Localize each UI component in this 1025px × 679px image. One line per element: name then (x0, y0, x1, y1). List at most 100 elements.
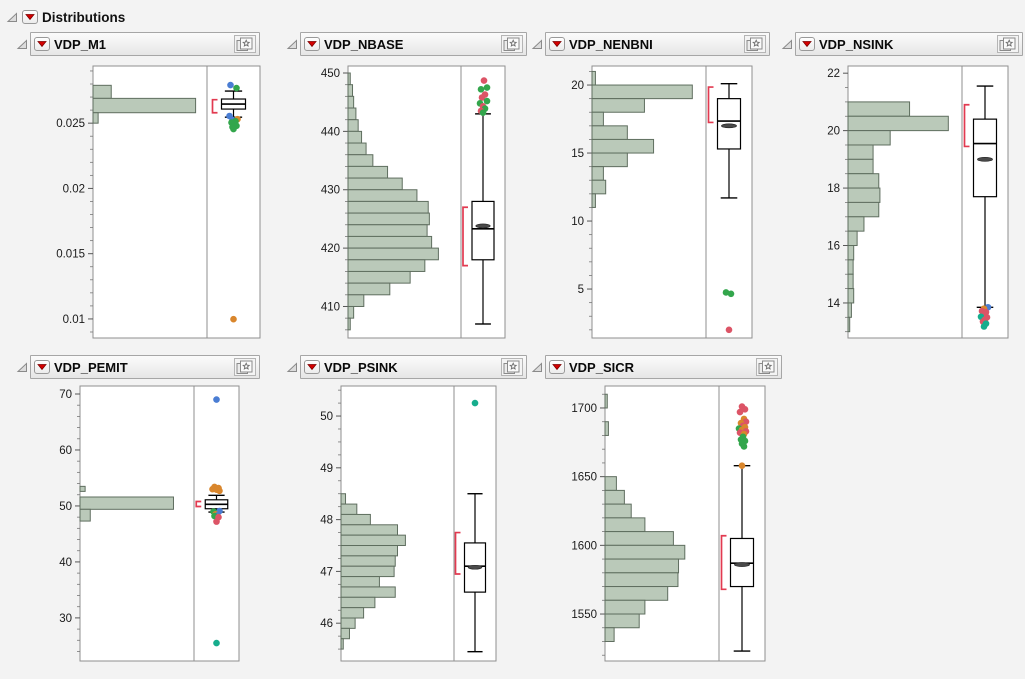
histogram-bar (347, 107, 357, 121)
disclosure-triangle-icon[interactable] (531, 360, 543, 378)
bookmark-star-icon[interactable] (744, 35, 766, 53)
disclosure-triangle-icon[interactable] (16, 37, 28, 55)
disclosure-triangle-icon[interactable] (16, 360, 28, 378)
panel-titlebar: VDP_NSINK (795, 32, 1023, 56)
page-title: Distributions (42, 9, 126, 25)
outlier-boxplot[interactable] (963, 85, 998, 308)
red-triangle-menu-icon[interactable] (304, 37, 320, 51)
histogram-bar (347, 154, 374, 167)
outlier-point (477, 86, 485, 93)
bookmark-star-icon[interactable] (997, 35, 1019, 53)
bookmark-star-icon[interactable] (756, 358, 778, 376)
histogram-bars[interactable] (92, 84, 197, 124)
histogram-bar (847, 173, 880, 189)
red-triangle-menu-icon[interactable] (34, 360, 50, 374)
histogram-bar (340, 607, 365, 619)
distribution-plot[interactable]: 450 440 430 420 410 (286, 56, 531, 356)
outlier-point (738, 462, 746, 469)
histogram-bar (847, 302, 852, 318)
histogram-bar (347, 119, 359, 132)
disclosure-triangle-icon[interactable] (781, 37, 793, 55)
axis-tick-label: 5 (578, 284, 584, 296)
histogram-bars[interactable] (591, 70, 693, 208)
red-triangle-menu-icon[interactable] (22, 10, 38, 24)
outlier-points[interactable] (977, 303, 992, 330)
outlier-boxplot[interactable] (462, 113, 495, 325)
distribution-plot[interactable]: 22 20 18 16 14 (781, 56, 1025, 356)
axis-tick-label: 1700 (571, 403, 597, 415)
axis-tick-label: 0.01 (63, 314, 85, 326)
distribution-plot[interactable]: 50 49 48 47 46 (286, 379, 531, 679)
histogram-bars[interactable] (847, 101, 949, 333)
distribution-plot[interactable]: 0.025 0.02 0.015 0.01 (16, 56, 264, 356)
axis-tick-label: 1600 (571, 540, 597, 552)
red-triangle-menu-icon[interactable] (34, 37, 50, 51)
histogram-bars[interactable] (604, 393, 686, 642)
outlier-point (741, 406, 749, 413)
red-triangle-menu-icon[interactable] (549, 360, 565, 374)
bookmark-star-icon[interactable] (234, 35, 256, 53)
outlier-boxplot[interactable] (454, 493, 487, 653)
panel-titlebar: VDP_PSINK (300, 355, 527, 379)
red-triangle-menu-icon[interactable] (799, 37, 815, 51)
outlier-point (980, 323, 988, 330)
bookmark-star-icon[interactable] (234, 358, 256, 376)
distribution-plot[interactable]: 70 60 50 40 30 (16, 379, 264, 679)
histogram-bar (847, 230, 858, 247)
red-triangle-menu-icon[interactable] (304, 360, 320, 374)
histogram-bars[interactable] (79, 485, 174, 522)
histogram-bar (847, 115, 949, 132)
distribution-plot[interactable]: 20 15 10 5 (531, 56, 774, 356)
outlier-points[interactable] (471, 399, 479, 407)
histogram-bar (591, 125, 628, 140)
histogram-bar (79, 485, 86, 492)
shortest-half-bracket (963, 103, 970, 148)
histogram-bar (340, 534, 406, 547)
outlier-points[interactable] (226, 81, 241, 323)
outlier-boxplot[interactable] (720, 464, 755, 652)
outlier-boxplot[interactable] (707, 82, 742, 199)
disclosure-triangle-icon[interactable] (6, 11, 18, 23)
outlier-points[interactable] (476, 77, 491, 116)
outlier-points[interactable] (722, 289, 735, 334)
histogram-bar (347, 165, 389, 179)
axis-tick-label: 40 (59, 557, 72, 569)
histogram-bar (347, 189, 418, 202)
distribution-panel: VDP_PEMIT 70 60 50 40 30 (16, 353, 260, 679)
axis-tick-label: 46 (320, 618, 333, 630)
histogram-bar (347, 212, 430, 226)
panel-title: VDP_M1 (54, 36, 107, 52)
disclosure-triangle-icon[interactable] (286, 360, 298, 378)
distribution-plot[interactable]: 1700 1650 1600 1550 (531, 379, 786, 679)
red-triangle-menu-icon[interactable] (549, 37, 565, 51)
bookmark-star-icon[interactable] (501, 358, 523, 376)
histogram-bar (591, 152, 628, 168)
histogram-bar (847, 144, 874, 160)
outlier-point (471, 399, 479, 407)
histogram-bar (604, 627, 615, 642)
outlier-points[interactable] (209, 396, 223, 647)
bookmark-star-icon[interactable] (501, 35, 523, 53)
disclosure-triangle-icon[interactable] (286, 37, 298, 55)
disclosure-triangle-icon[interactable] (531, 37, 543, 55)
histogram-bar (347, 130, 363, 144)
shortest-half-bracket (195, 500, 202, 508)
histogram-bar (847, 130, 891, 146)
outlier-points[interactable] (735, 403, 750, 469)
axis-tick-label: 30 (59, 613, 72, 625)
distribution-panel: VDP_NENBNI 20 15 10 5 (531, 30, 770, 356)
outlier-point (483, 97, 491, 105)
axis-tick-label: 1650 (571, 472, 597, 484)
histogram-bar (604, 393, 608, 409)
axis-tick-label: 16 (827, 241, 840, 253)
histogram-bar (847, 158, 874, 175)
outlier-point (230, 315, 237, 323)
panel-title: VDP_PSINK (324, 359, 398, 375)
box-iqr (471, 200, 495, 261)
histogram-bar (847, 187, 881, 203)
histogram-bar (340, 627, 350, 640)
histogram-bars[interactable] (340, 493, 406, 650)
histogram-bars[interactable] (347, 72, 439, 331)
histogram-bar (604, 531, 674, 546)
axis-tick-label: 410 (321, 301, 340, 313)
